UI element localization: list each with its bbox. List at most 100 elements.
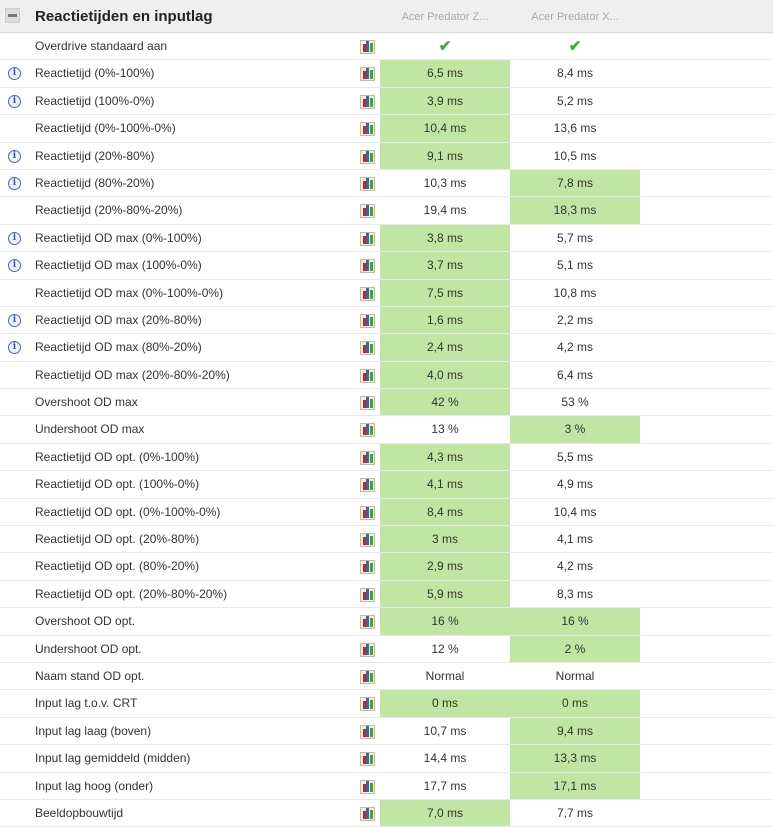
table-row: Overshoot OD opt. 16 % 16 % bbox=[0, 608, 773, 636]
value-cell: 13,3 ms bbox=[510, 745, 640, 772]
bar-chart-icon[interactable] bbox=[360, 176, 375, 191]
table-row: i Reactietijd (20%-80%) 9,1 ms 10,5 ms bbox=[0, 142, 773, 170]
row-label: Reactietijd (0%-100%-0%) bbox=[35, 121, 176, 136]
bar-chart-icon[interactable] bbox=[360, 533, 375, 548]
row-label: Undershoot OD max bbox=[35, 422, 145, 437]
row-label: Reactietijd (100%-0%) bbox=[35, 93, 155, 108]
table-row: Reactietijd OD opt. (0%-100%-0%) 8,4 ms 10… bbox=[0, 498, 773, 527]
table-row: Beeldopbouwtijd 7,0 ms 7,7 ms bbox=[0, 799, 773, 827]
value-cell: 10,4 ms bbox=[380, 115, 510, 142]
value-cell: 10,4 ms bbox=[553, 504, 597, 519]
bar-chart-icon[interactable] bbox=[360, 697, 375, 712]
info-icon[interactable]: i bbox=[8, 176, 21, 190]
bar-chart-icon[interactable] bbox=[360, 779, 375, 794]
info-icon[interactable]: i bbox=[8, 149, 21, 163]
value-cell: 3,9 ms bbox=[380, 87, 510, 115]
bar-chart-icon[interactable] bbox=[360, 40, 375, 54]
table-row: Reactietijd OD opt. (80%-20%) 2,9 ms 4,2 m… bbox=[0, 553, 773, 581]
value-cell: 2,9 ms bbox=[380, 553, 510, 580]
table-row: i Reactietijd OD max (80%-20%) 2,4 ms 4,2 m… bbox=[0, 334, 773, 362]
table-row: Reactietijd (20%-80%-20%) 19,4 ms 18,3 ms bbox=[0, 197, 773, 225]
value-cell: 0 ms bbox=[510, 690, 640, 717]
bar-chart-icon[interactable] bbox=[360, 615, 375, 630]
value-cell: 4,1 ms bbox=[380, 471, 510, 498]
value-cell: 2,4 ms bbox=[380, 334, 510, 361]
bar-chart-icon[interactable] bbox=[360, 149, 375, 164]
table-row: Overshoot OD max 42 % 53 % bbox=[0, 389, 773, 417]
info-icon[interactable]: i bbox=[8, 341, 21, 355]
row-label: Input lag laag (boven) bbox=[35, 723, 152, 738]
bar-chart-icon[interactable] bbox=[360, 368, 375, 383]
bar-chart-icon[interactable] bbox=[360, 505, 375, 520]
column-header-2[interactable]: Acer Predator X... bbox=[531, 11, 619, 23]
bar-chart-icon[interactable] bbox=[360, 286, 375, 301]
section-header: Reactietijden en inputlag Acer Predator … bbox=[0, 0, 773, 33]
bar-chart-icon[interactable] bbox=[360, 259, 375, 274]
bar-chart-icon[interactable] bbox=[360, 669, 375, 684]
value-cell: 14,4 ms bbox=[423, 751, 467, 766]
value-cell: 10,5 ms bbox=[553, 148, 597, 163]
table-row: Reactietijd OD opt. (20%-80%) 3 ms 4,1 ms bbox=[0, 526, 773, 554]
bar-chart-icon[interactable] bbox=[360, 396, 375, 411]
value-cell: 9,1 ms bbox=[380, 142, 510, 169]
bar-chart-icon[interactable] bbox=[360, 94, 375, 109]
bar-chart-icon[interactable] bbox=[360, 587, 375, 602]
row-label: Reactietijd OD max (100%-0%) bbox=[35, 258, 202, 273]
bar-chart-icon[interactable] bbox=[360, 204, 375, 219]
value-cell: 16 % bbox=[510, 608, 640, 635]
value-cell: 2 % bbox=[510, 635, 640, 662]
collapse-button[interactable] bbox=[5, 8, 20, 23]
table-row: i Reactietijd OD max (20%-80%) 1,6 ms 2,2 m… bbox=[0, 306, 773, 335]
table-row: Reactietijd OD max (20%-80%-20%) 4,0 ms 6,… bbox=[0, 361, 773, 390]
row-label: Reactietijd OD opt. (100%-0%) bbox=[35, 477, 200, 492]
bar-chart-icon[interactable] bbox=[360, 313, 375, 328]
value-cell: 4,3 ms bbox=[380, 443, 510, 471]
row-label: Overdrive standaard aan bbox=[35, 39, 168, 53]
bar-chart-icon[interactable] bbox=[360, 642, 375, 657]
info-icon[interactable]: i bbox=[8, 94, 21, 108]
bar-chart-icon[interactable] bbox=[360, 478, 375, 493]
table-row: i Reactietijd OD max (0%-100%) 3,8 ms 5,7 m… bbox=[0, 224, 773, 253]
value-cell: 17,1 ms bbox=[510, 772, 640, 799]
table-row: i Reactietijd (0%-100%) 6,5 ms 8,4 ms bbox=[0, 60, 773, 88]
value-cell: 12 % bbox=[431, 641, 459, 656]
row-label: Reactietijd OD opt. (20%-80%) bbox=[35, 532, 200, 547]
row-label: Input lag gemiddeld (midden) bbox=[35, 751, 191, 766]
bar-chart-icon[interactable] bbox=[360, 423, 375, 438]
row-label: Reactietijd (20%-80%) bbox=[35, 148, 155, 163]
bar-chart-icon[interactable] bbox=[360, 231, 375, 246]
value-cell: 42 % bbox=[380, 389, 510, 416]
bar-chart-icon[interactable] bbox=[360, 67, 375, 82]
section-title: Reactietijden en inputlag bbox=[35, 8, 213, 25]
value-cell: 8,3 ms bbox=[556, 586, 593, 601]
row-label: Reactietijd OD opt. (0%-100%) bbox=[35, 449, 200, 464]
table-row: Reactietijd (0%-100%-0%) 10,4 ms 13,6 ms bbox=[0, 115, 773, 143]
info-icon[interactable]: i bbox=[8, 313, 21, 327]
value-cell: 16 % bbox=[380, 608, 510, 635]
value-cell: 5,7 ms bbox=[556, 230, 593, 245]
bar-chart-icon[interactable] bbox=[360, 122, 375, 137]
table-row: Reactietijd OD max (0%-100%-0%) 7,5 ms 10,… bbox=[0, 279, 773, 307]
bar-chart-icon[interactable] bbox=[360, 806, 375, 821]
info-icon[interactable]: i bbox=[8, 67, 21, 81]
value-cell: 10,8 ms bbox=[553, 285, 597, 300]
value-cell: 10,3 ms bbox=[423, 175, 467, 190]
bar-chart-icon[interactable] bbox=[360, 560, 375, 575]
table-row: Input lag t.o.v. CRT 0 ms 0 ms bbox=[0, 690, 773, 718]
table-row: i Reactietijd OD max (100%-0%) 3,7 ms 5,1 m… bbox=[0, 252, 773, 280]
bar-chart-icon[interactable] bbox=[360, 450, 375, 465]
bar-chart-icon[interactable] bbox=[360, 724, 375, 739]
column-header-1[interactable]: Acer Predator Z... bbox=[401, 11, 489, 23]
bar-chart-icon[interactable] bbox=[360, 341, 375, 356]
value-cell: 8,4 ms bbox=[380, 498, 510, 526]
info-icon[interactable]: i bbox=[8, 231, 21, 245]
value-cell: 7,0 ms bbox=[380, 799, 510, 827]
value-cell: 3 ms bbox=[380, 526, 510, 553]
value-cell: 13 % bbox=[431, 422, 459, 437]
row-label: Reactietijd (20%-80%-20%) bbox=[35, 203, 183, 218]
check-icon: ✔ bbox=[568, 38, 582, 55]
info-icon[interactable]: i bbox=[8, 259, 21, 273]
table-row: Undershoot OD max 13 % 3 % bbox=[0, 416, 773, 444]
bar-chart-icon[interactable] bbox=[360, 752, 375, 767]
table-row: Input lag laag (boven) 10,7 ms 9,4 ms bbox=[0, 717, 773, 746]
